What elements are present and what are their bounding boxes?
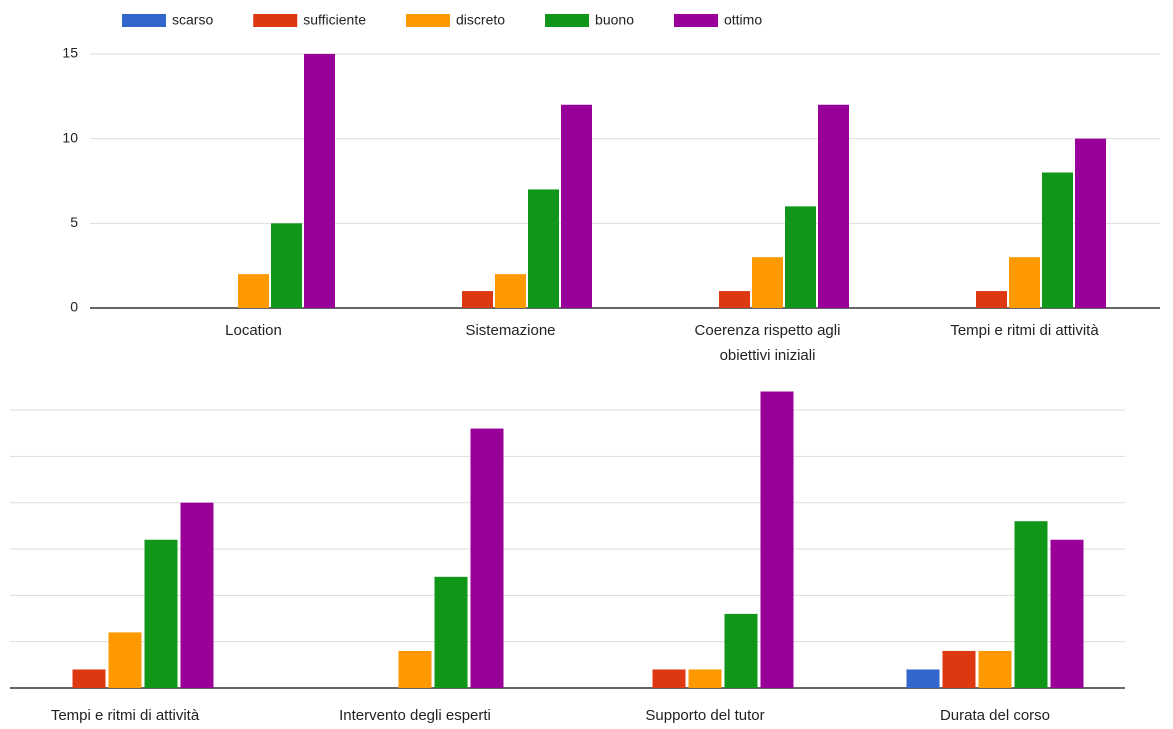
bar	[719, 291, 750, 308]
bar	[818, 104, 849, 308]
bar	[304, 53, 335, 308]
bar	[785, 206, 816, 308]
bar	[906, 669, 940, 688]
bar	[724, 613, 758, 688]
bar	[942, 650, 976, 688]
legend-label: scarso	[172, 12, 213, 28]
bar	[976, 291, 1007, 308]
legend-swatch	[253, 14, 298, 27]
bar	[760, 391, 794, 688]
y-tick-label: 5	[70, 214, 78, 230]
legend-label: sufficiente	[303, 12, 366, 28]
bar	[108, 632, 142, 688]
bar	[1042, 172, 1073, 308]
bar	[561, 104, 592, 308]
x-tick-label: Tempi e ritmi di attività	[950, 322, 1099, 339]
legend-swatch	[122, 14, 166, 27]
bar	[144, 539, 178, 688]
bar	[528, 189, 559, 308]
x-tick-label: Coerenza rispetto agli obiettivi inizial…	[694, 322, 841, 364]
bar	[398, 650, 432, 688]
x-tick-label: Sistemazione	[465, 322, 556, 339]
x-tick-label: Supporto del tutor	[645, 707, 765, 724]
bar	[752, 257, 783, 308]
bar	[1014, 521, 1048, 688]
bar	[1009, 257, 1040, 308]
bar	[1050, 539, 1084, 688]
bar	[495, 274, 526, 308]
bar	[434, 576, 468, 688]
bar	[180, 502, 214, 688]
legend-label: ottimo	[724, 12, 762, 28]
legend-swatch	[545, 14, 590, 27]
x-tick-label: Intervento degli esperti	[339, 707, 491, 724]
y-tick-label: 15	[62, 45, 78, 61]
bar	[688, 669, 722, 688]
legend-label: discreto	[456, 12, 505, 28]
bar	[72, 669, 106, 688]
bar	[978, 650, 1012, 688]
bar	[462, 291, 493, 308]
bar	[470, 428, 504, 688]
legend-label: buono	[595, 12, 634, 28]
bar	[652, 669, 686, 688]
legend-swatch	[406, 14, 451, 27]
bar	[1075, 138, 1106, 308]
bar	[238, 274, 269, 308]
x-tick-label: Tempi e ritmi di attività	[50, 707, 200, 724]
x-tick-label: Location	[225, 322, 282, 339]
x-tick-label: Durata del corso	[939, 707, 1051, 724]
y-tick-label: 10	[62, 129, 78, 145]
bar	[271, 223, 302, 308]
y-tick-label: 0	[70, 299, 78, 315]
legend-swatch	[673, 14, 718, 27]
